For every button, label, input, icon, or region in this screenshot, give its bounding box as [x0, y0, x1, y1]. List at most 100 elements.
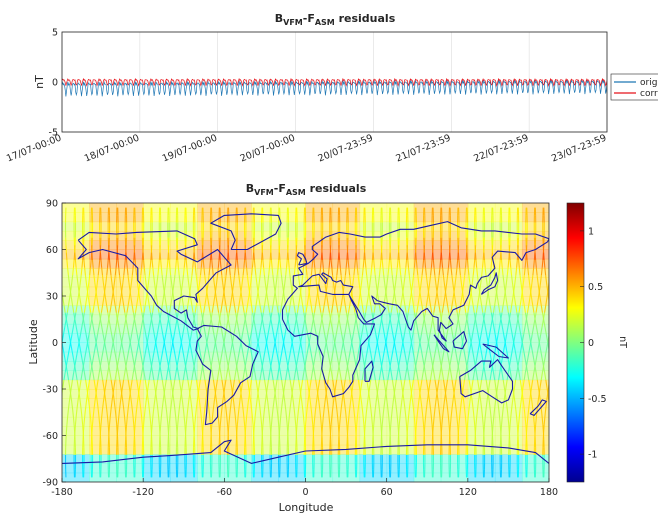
- orbit-track-segment: [421, 409, 424, 418]
- orbit-track-segment: [245, 260, 248, 268]
- orbit-track-segment: [386, 379, 389, 388]
- field-cell: [251, 435, 279, 446]
- field-cell: [494, 277, 523, 288]
- orbit-track-segment: [535, 260, 537, 268]
- orbit-track-segment: [449, 252, 451, 261]
- orbit-track-segment: [509, 417, 512, 425]
- orbit-track-segment: [170, 282, 174, 291]
- orbit-track-segment: [555, 335, 556, 342]
- orbit-track-segment: [429, 372, 433, 381]
- orbit-track-segment: [374, 379, 378, 388]
- orbit-track-segment: [115, 417, 118, 425]
- orbit-track-segment: [347, 252, 349, 261]
- orbit-track-segment: [308, 289, 311, 298]
- orbit-track-segment: [58, 260, 59, 267]
- orbit-track-segment: [409, 282, 412, 291]
- orbit-track-segment: [559, 313, 560, 320]
- orbit-track-segment: [492, 319, 495, 328]
- orbit-track-segment: [72, 409, 75, 418]
- orbit-track-segment: [243, 319, 246, 328]
- orbit-track-segment: [82, 357, 86, 366]
- orbit-track-segment: [481, 304, 484, 313]
- field-cell: [386, 277, 415, 288]
- orbit-track-segment: [477, 394, 480, 403]
- orbit-track-segment: [264, 379, 267, 388]
- orbit-track-segment: [420, 275, 423, 283]
- orbit-track-segment: [434, 275, 437, 283]
- orbit-track-segment: [563, 335, 564, 342]
- orbit-track-segment: [294, 312, 298, 321]
- orbit-track-segment: [104, 282, 107, 291]
- orbit-track-segment: [72, 260, 75, 268]
- orbit-track-segment: [208, 409, 211, 418]
- field-cell: [224, 277, 252, 288]
- orbit-track-segment: [454, 275, 457, 283]
- field-cell: [89, 454, 117, 464]
- orbit-track-segment: [152, 304, 155, 313]
- orbit-track-segment: [161, 297, 165, 306]
- field-cell: [521, 296, 549, 306]
- orbit-track-segment: [126, 260, 128, 268]
- orbit-track-segment: [301, 327, 304, 336]
- orbit-track-segment: [526, 260, 529, 268]
- orbit-track-segment: [446, 372, 450, 381]
- field-cell: [359, 389, 388, 399]
- orbit-track-segment: [398, 357, 401, 366]
- field-cell: [332, 323, 361, 334]
- field-cell: [386, 314, 415, 325]
- orbit-track-segment: [258, 327, 262, 336]
- orbit-track-segment: [293, 267, 296, 276]
- field-cell: [467, 426, 496, 436]
- field-cell: [116, 258, 144, 269]
- orbit-track-segment: [287, 252, 290, 261]
- orbit-track-segment: [398, 252, 400, 261]
- field-cell: [62, 277, 90, 288]
- orbit-track-segment: [440, 252, 443, 261]
- orbit-track-segment: [132, 417, 135, 425]
- orbit-track-segment: [165, 327, 168, 336]
- orbit-track-segment: [101, 402, 104, 410]
- orbit-track-segment: [182, 349, 185, 358]
- orbit-track-segment: [333, 289, 337, 298]
- orbit-track-segment: [165, 349, 168, 358]
- orbit-track-segment: [513, 334, 516, 343]
- orbit-track-segment: [140, 319, 144, 328]
- orbit-track-segment: [498, 267, 501, 276]
- y-tick-label: -90: [42, 478, 58, 489]
- orbit-track-segment: [479, 379, 483, 388]
- orbit-track-segment: [171, 387, 175, 396]
- orbit-track-segment: [284, 349, 287, 358]
- orbit-track-segment: [241, 349, 245, 358]
- orbit-track-segment: [230, 342, 233, 351]
- orbit-track-segment: [268, 319, 272, 328]
- orbit-track-segment: [199, 304, 203, 313]
- orbit-track-segment: [544, 372, 547, 381]
- orbit-track-segment: [224, 402, 227, 410]
- field-cell: [413, 463, 442, 474]
- orbit-track-segment: [558, 402, 559, 409]
- orbit-track-segment: [533, 417, 535, 425]
- orbit-track-segment: [267, 327, 270, 336]
- orbit-track-segment: [411, 394, 414, 403]
- orbit-track-segment: [524, 260, 527, 268]
- orbit-track-segment: [545, 342, 549, 351]
- orbit-track-segment: [183, 417, 186, 425]
- orbit-track-segment: [398, 417, 401, 425]
- orbit-track-segment: [126, 304, 129, 313]
- orbit-track-segment: [244, 319, 248, 328]
- orbit-track-segment: [85, 379, 88, 388]
- orbit-track-segment: [269, 312, 272, 321]
- orbit-track-segment: [78, 394, 81, 403]
- orbit-track-segment: [360, 379, 363, 388]
- x-tick-label: 20/07-23:59: [316, 133, 374, 165]
- orbit-track-segment: [273, 342, 276, 351]
- orbit-track-segment: [287, 417, 290, 425]
- orbit-track-segment: [99, 252, 102, 261]
- orbit-track-segment: [127, 297, 130, 306]
- field-cell: [413, 314, 442, 325]
- orbit-track-segment: [425, 349, 428, 358]
- orbit-track-segment: [196, 394, 199, 403]
- orbit-track-segment: [558, 328, 559, 335]
- orbit-track-segment: [198, 282, 201, 291]
- orbit-track-segment: [505, 349, 509, 358]
